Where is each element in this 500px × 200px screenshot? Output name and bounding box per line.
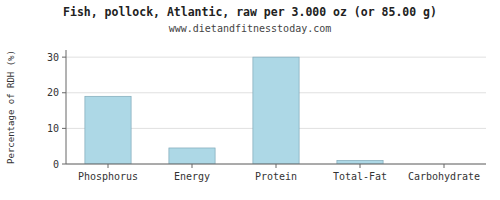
x-tick-label: Total-Fat	[333, 171, 387, 182]
y-tick-label: 20	[47, 87, 59, 98]
x-tick	[192, 164, 193, 168]
chart-svg: Fish, pollock, Atlantic, raw per 3.000 o…	[0, 0, 500, 200]
x-tick	[360, 164, 361, 168]
bars	[85, 57, 383, 164]
bar	[337, 160, 383, 164]
x-tick-label: Energy	[174, 171, 210, 182]
y-axis-line	[66, 50, 67, 164]
x-tick-label: Protein	[255, 171, 297, 182]
bar	[253, 57, 299, 164]
y-tick	[62, 164, 66, 165]
x-tick	[444, 164, 445, 168]
y-tick	[62, 57, 66, 58]
bar	[169, 148, 215, 164]
y-axis-label: Percentage of RDH (%)	[6, 50, 16, 164]
x-tick-label: Phosphorus	[78, 171, 138, 182]
x-tick-label: Carbohydrate	[408, 171, 480, 182]
grid	[66, 57, 486, 164]
y-tick	[62, 92, 66, 93]
x-tick	[108, 164, 109, 168]
y-tick-label: 30	[47, 52, 59, 63]
y-tick-label: 10	[47, 123, 59, 134]
x-tick	[276, 164, 277, 168]
bar	[85, 96, 131, 164]
chart-container: Fish, pollock, Atlantic, raw per 3.000 o…	[0, 0, 500, 200]
y-tick-label: 0	[53, 159, 59, 170]
y-axis: 0 10 20 30	[47, 50, 66, 170]
y-tick	[62, 128, 66, 129]
title: Fish, pollock, Atlantic, raw per 3.000 o…	[63, 5, 437, 19]
subtitle: www.dietandfitnesstoday.com	[169, 23, 332, 34]
x-axis: Phosphorus Energy Protein Total-Fat Carbohyd…	[66, 164, 486, 182]
